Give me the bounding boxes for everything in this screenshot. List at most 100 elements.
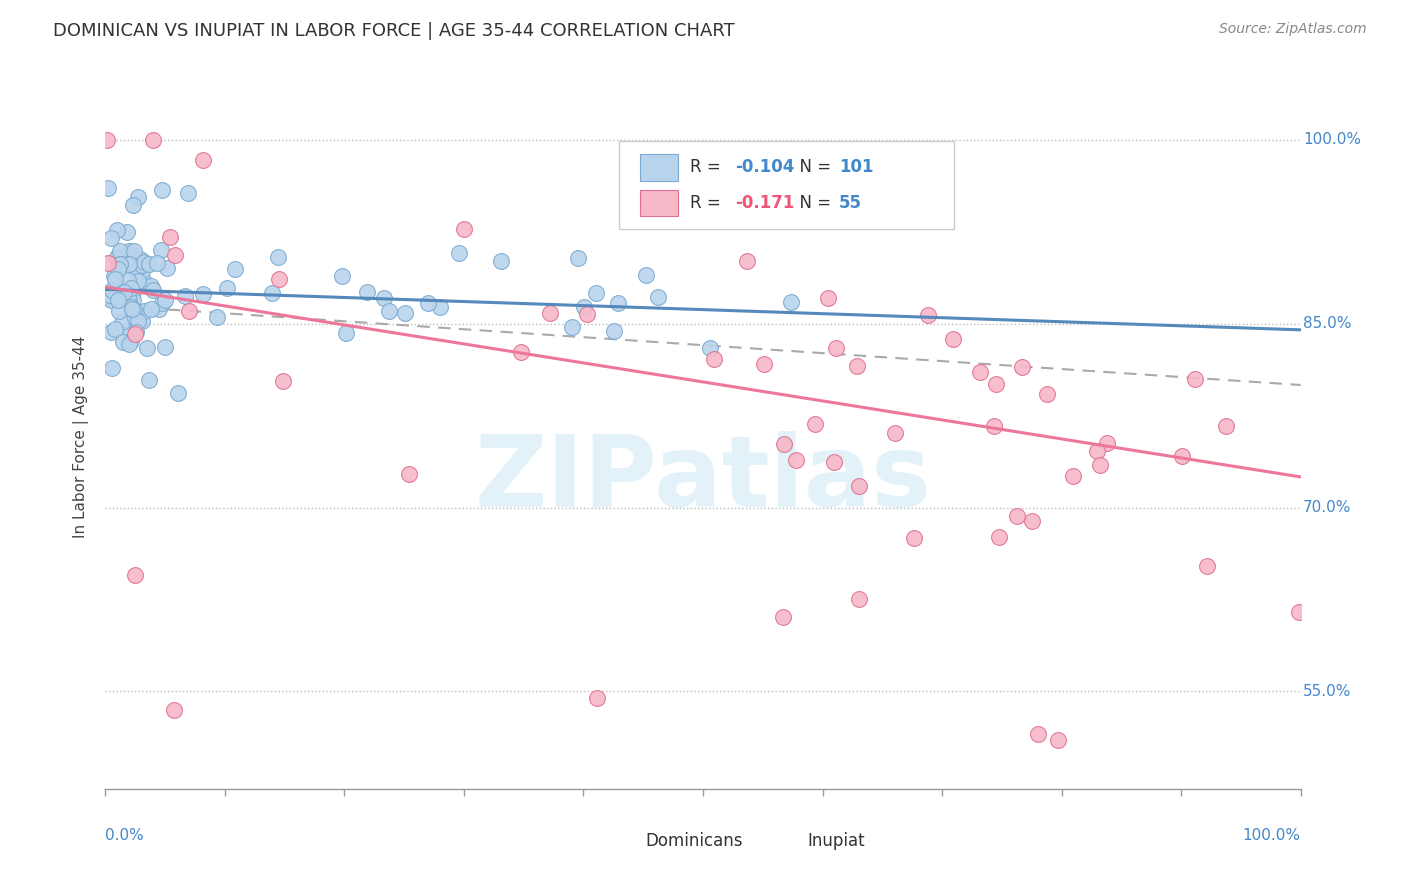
Point — [224, 261, 246, 276]
Text: 55.0%: 55.0% — [1303, 684, 1351, 698]
FancyBboxPatch shape — [762, 827, 793, 855]
Point — [150, 296, 173, 310]
Point — [917, 308, 939, 322]
Point — [378, 303, 401, 318]
Point — [785, 453, 807, 467]
Point — [110, 257, 132, 271]
Point — [131, 273, 153, 287]
Point — [153, 293, 176, 307]
Text: Inupiat: Inupiat — [807, 832, 865, 850]
Point — [117, 290, 139, 304]
Point — [108, 290, 131, 304]
Point — [103, 268, 125, 283]
Point — [121, 285, 143, 299]
Point — [105, 286, 128, 301]
Point — [538, 306, 561, 320]
Text: R =: R = — [690, 194, 725, 212]
Point — [117, 273, 139, 287]
Point — [139, 302, 162, 317]
Point — [115, 225, 138, 239]
Point — [330, 268, 353, 283]
Point — [1005, 508, 1028, 523]
Text: 100.0%: 100.0% — [1243, 828, 1301, 843]
Point — [127, 190, 149, 204]
Point — [142, 283, 165, 297]
Point — [127, 314, 149, 328]
Point — [120, 300, 142, 314]
Point — [817, 291, 839, 305]
Point — [121, 198, 143, 212]
Point — [804, 417, 827, 431]
Point — [703, 352, 725, 367]
Point — [120, 324, 142, 338]
Point — [207, 310, 229, 324]
Text: N =: N = — [789, 194, 837, 212]
Point — [1035, 386, 1057, 401]
Point — [1026, 727, 1049, 741]
Point — [97, 256, 120, 270]
Y-axis label: In Labor Force | Age 35-44: In Labor Force | Age 35-44 — [73, 336, 90, 538]
Point — [825, 341, 848, 355]
Point — [1095, 436, 1118, 450]
Point — [1184, 372, 1206, 386]
Point — [131, 314, 153, 328]
Point — [127, 274, 149, 288]
Point — [122, 244, 145, 259]
Point — [942, 332, 965, 346]
Point — [823, 455, 845, 469]
Point — [122, 293, 145, 308]
Point — [103, 322, 125, 336]
Point — [96, 133, 118, 147]
Point — [101, 288, 124, 302]
FancyBboxPatch shape — [602, 827, 631, 855]
Point — [117, 284, 139, 298]
Point — [118, 244, 141, 259]
FancyBboxPatch shape — [619, 141, 953, 229]
Point — [772, 610, 794, 624]
FancyBboxPatch shape — [640, 190, 678, 217]
Point — [124, 568, 146, 582]
Text: -0.171: -0.171 — [735, 194, 794, 212]
Point — [100, 325, 122, 339]
Text: 100.0%: 100.0% — [1303, 132, 1361, 147]
Point — [139, 279, 162, 293]
Point — [1011, 360, 1033, 375]
Text: N =: N = — [789, 158, 837, 177]
Point — [489, 253, 512, 268]
Text: 101: 101 — [839, 158, 873, 177]
Point — [156, 260, 179, 275]
Point — [987, 530, 1010, 544]
Point — [586, 690, 609, 705]
Point — [773, 437, 796, 451]
Point — [100, 293, 122, 307]
Point — [561, 320, 583, 334]
Point — [167, 386, 190, 401]
Point — [101, 283, 124, 297]
Point — [173, 289, 195, 303]
Point — [848, 592, 870, 607]
Point — [111, 315, 134, 329]
Point — [132, 304, 155, 318]
Point — [104, 272, 127, 286]
Point — [108, 304, 131, 318]
Point — [148, 301, 170, 316]
Point — [107, 293, 129, 307]
Point — [125, 263, 148, 277]
Point — [146, 256, 169, 270]
Point — [150, 183, 173, 197]
Point — [1062, 469, 1084, 483]
Point — [111, 334, 134, 349]
Point — [398, 467, 420, 482]
Point — [108, 284, 131, 298]
Point — [373, 291, 395, 305]
Text: DOMINICAN VS INUPIAT IN LABOR FORCE | AGE 35-44 CORRELATION CHART: DOMINICAN VS INUPIAT IN LABOR FORCE | AG… — [53, 22, 735, 40]
Point — [394, 306, 416, 320]
Point — [191, 287, 214, 301]
Point — [1288, 605, 1310, 619]
Point — [1170, 449, 1192, 463]
Point — [335, 326, 357, 340]
Point — [108, 257, 131, 271]
Point — [165, 248, 187, 262]
Point — [193, 153, 215, 168]
Point — [97, 181, 120, 195]
